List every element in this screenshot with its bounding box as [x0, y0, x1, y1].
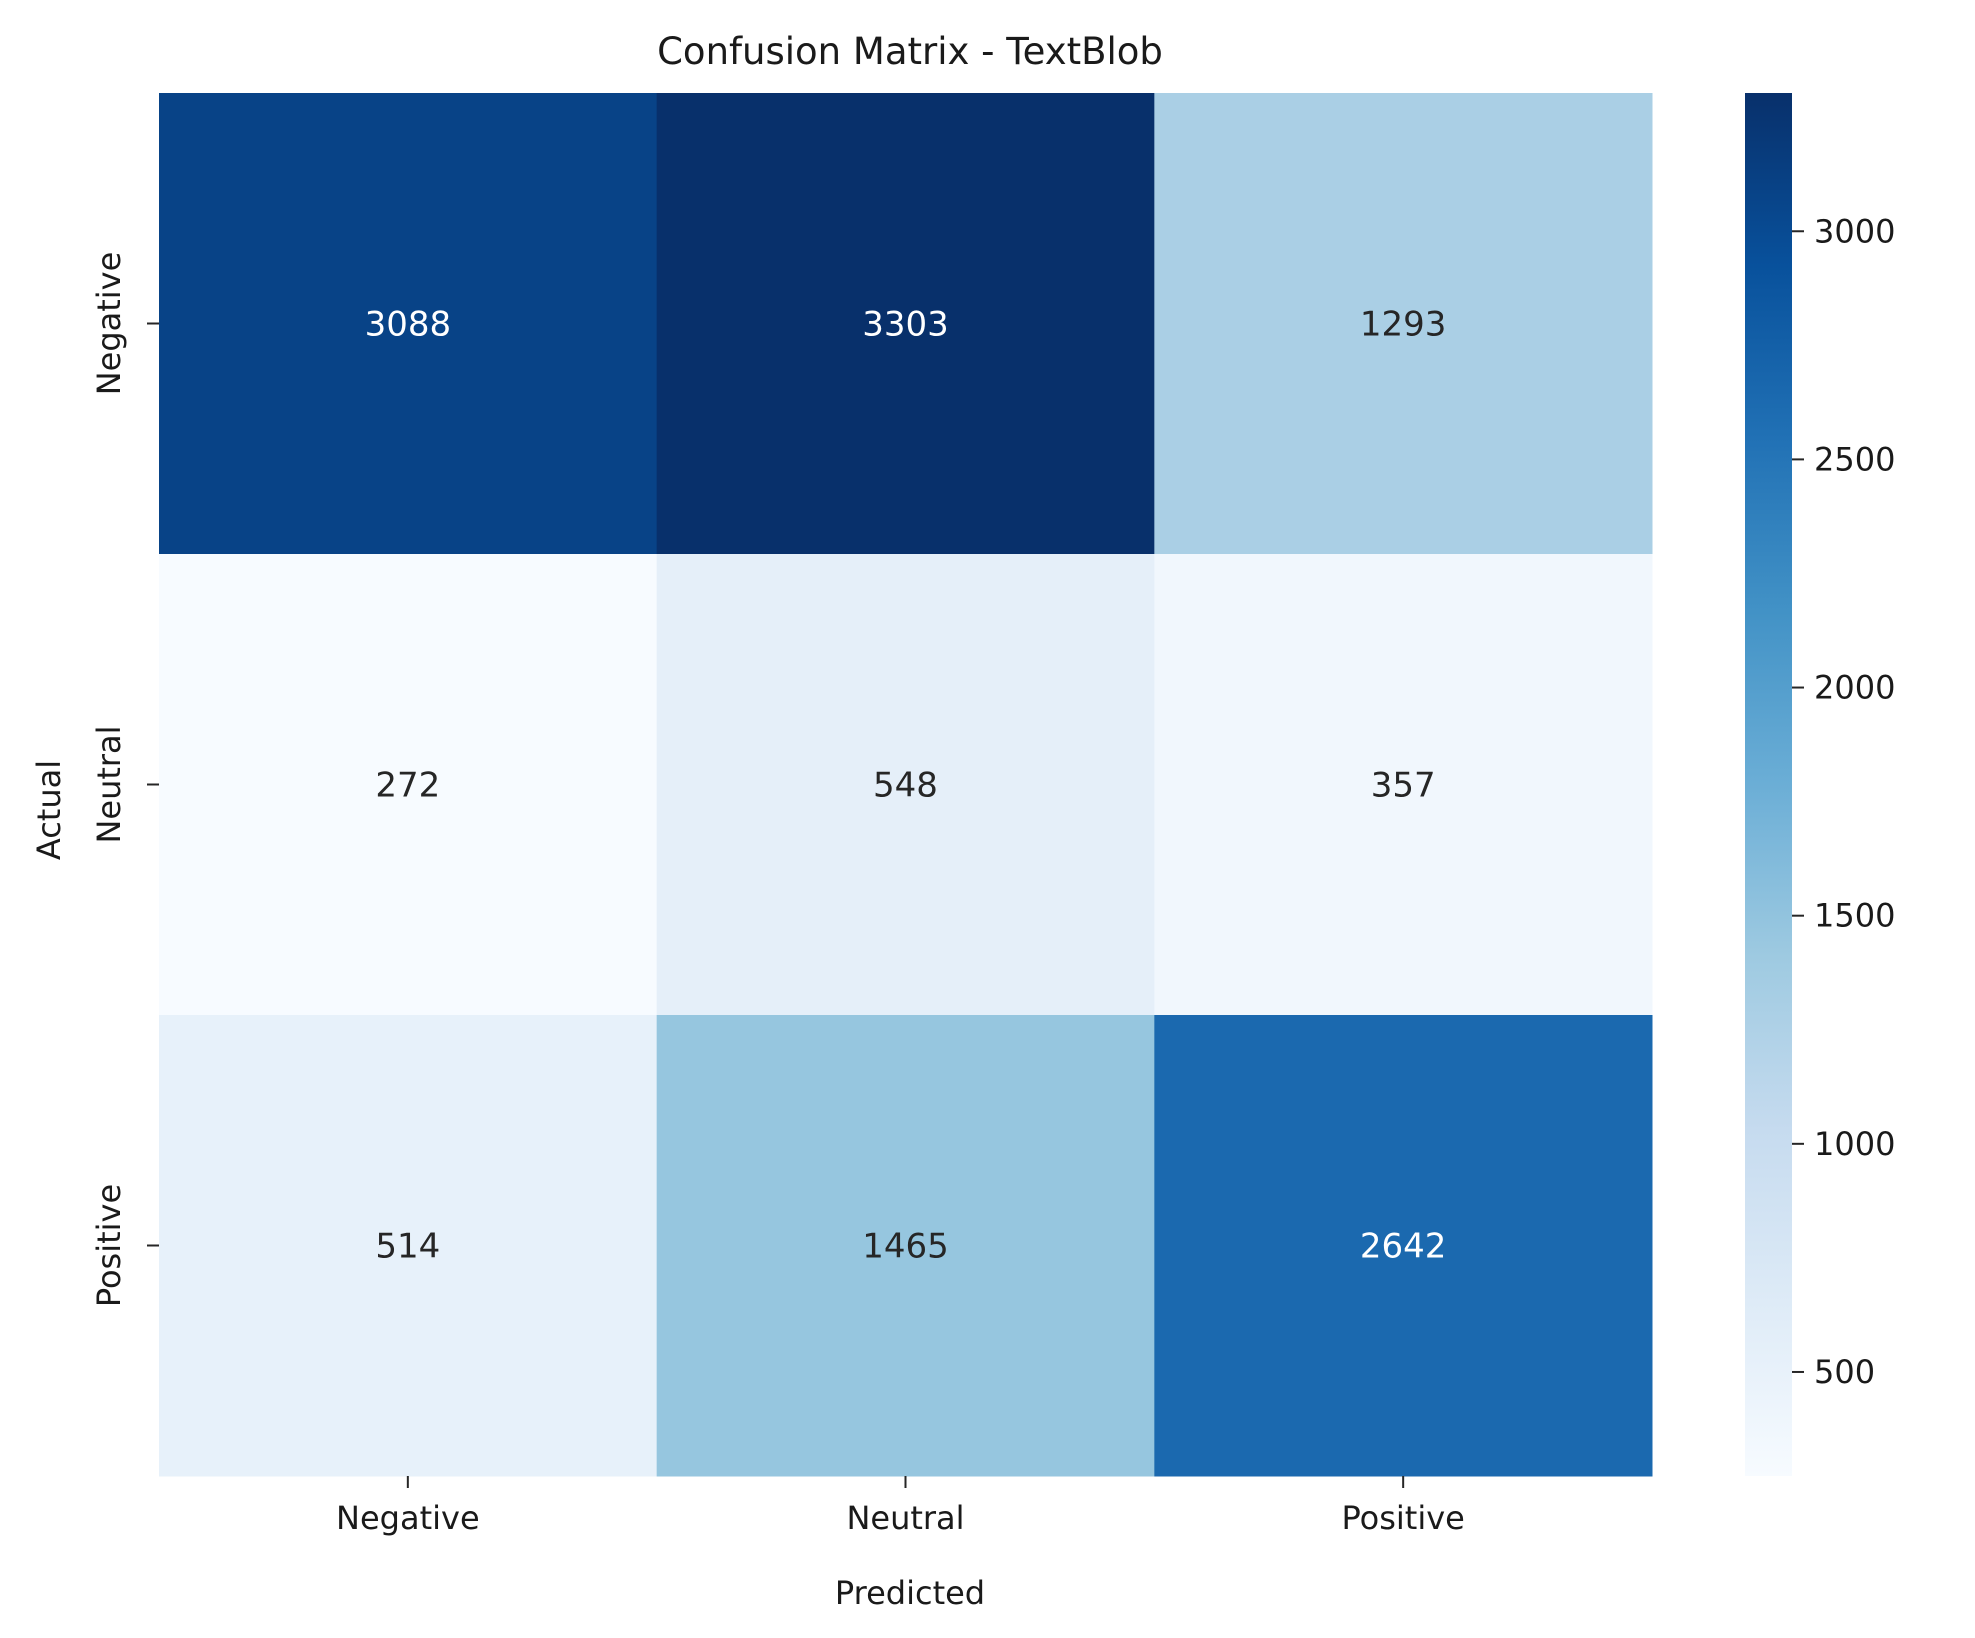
heatmap-cell-labels: 3088 3303 1293 272 548 357 514 1465 2642 [365, 305, 1447, 1267]
y-tick-label: Negative [90, 252, 128, 396]
colorbar-tick-label: 1000 [1814, 1125, 1895, 1163]
colorbar-tick-label: 1500 [1814, 897, 1895, 935]
cell-value-label: 3303 [862, 305, 949, 345]
y-axis-ticks: Negative Neutral Positive [90, 252, 159, 1307]
colorbar-tick-label: 500 [1814, 1353, 1875, 1391]
heatmap-cell [1154, 1015, 1653, 1477]
y-tick-label: Neutral [90, 725, 128, 843]
colorbar-tick-label: 2000 [1814, 669, 1895, 707]
colorbar-ticks: 500 1000 1500 2000 2500 3000 [1792, 212, 1895, 1391]
heatmap-cells [159, 93, 1653, 1477]
cell-value-label: 514 [375, 1227, 440, 1267]
x-tick-label: Positive [1341, 1499, 1464, 1537]
cell-value-label: 272 [375, 766, 440, 806]
heatmap-cell [1154, 554, 1653, 1016]
cell-value-label: 3088 [365, 305, 452, 345]
cell-value-label: 2642 [1360, 1227, 1447, 1267]
heatmap-cell [656, 93, 1155, 555]
colorbar-tick-label: 3000 [1814, 212, 1895, 250]
y-axis-label: Actual [30, 760, 68, 860]
colorbar [1745, 93, 1792, 1476]
heatmap-cell [159, 554, 658, 1016]
cell-value-label: 357 [1371, 766, 1436, 806]
x-tick-label: Negative [336, 1499, 480, 1537]
y-tick-label: Positive [90, 1184, 128, 1307]
x-tick-label: Neutral [846, 1499, 964, 1537]
heatmap-cell [159, 93, 658, 555]
cell-value-label: 548 [873, 766, 938, 806]
x-axis-label: Predicted [835, 1574, 985, 1612]
heatmap-cell [656, 1015, 1155, 1477]
heatmap-cell [159, 1015, 658, 1477]
x-axis-ticks: Negative Neutral Positive [336, 1476, 1465, 1537]
cell-value-label: 1293 [1360, 305, 1447, 345]
heatmap-cell [656, 554, 1155, 1016]
chart-title: Confusion Matrix - TextBlob [657, 30, 1163, 73]
cell-value-label: 1465 [862, 1227, 949, 1267]
colorbar-tick-label: 2500 [1814, 440, 1895, 478]
heatmap-cell [1154, 93, 1653, 555]
